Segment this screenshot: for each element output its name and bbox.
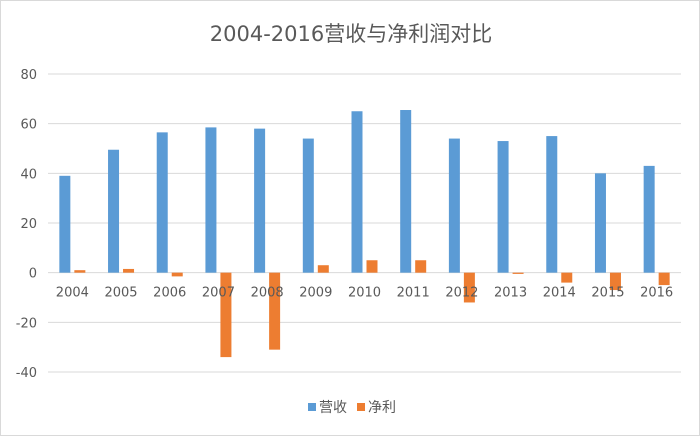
bars bbox=[59, 110, 670, 358]
y-tick-label: -20 bbox=[16, 316, 37, 331]
bar-revenue-2011 bbox=[400, 110, 412, 273]
bar-profit-2005 bbox=[123, 268, 135, 273]
chart-title: 2004-2016营收与净利润对比 bbox=[210, 22, 492, 46]
legend-swatch-revenue bbox=[308, 403, 316, 411]
bar-profit-2014 bbox=[561, 272, 573, 283]
bar-profit-2011 bbox=[415, 260, 427, 273]
bar-revenue-2010 bbox=[351, 111, 363, 273]
bar-revenue-2015 bbox=[594, 173, 606, 273]
bar-revenue-2005 bbox=[108, 149, 120, 273]
y-tick-label: 0 bbox=[29, 267, 37, 282]
x-tick-label: 2010 bbox=[348, 286, 381, 301]
x-tick-label: 2011 bbox=[397, 286, 430, 301]
bar-revenue-2012 bbox=[448, 138, 460, 273]
bar-revenue-2006 bbox=[156, 132, 168, 273]
bar-revenue-2009 bbox=[302, 138, 314, 273]
x-tick-label: 2014 bbox=[543, 286, 576, 301]
gridlines bbox=[48, 73, 681, 373]
x-tick-label: 2012 bbox=[445, 286, 478, 301]
bar-profit-2013 bbox=[512, 272, 524, 274]
x-tick-label: 2007 bbox=[202, 286, 235, 301]
bar-profit-2006 bbox=[171, 272, 183, 277]
x-tick-label: 2009 bbox=[299, 286, 332, 301]
y-tick-label: 60 bbox=[20, 118, 37, 133]
bar-revenue-2014 bbox=[546, 136, 558, 273]
x-tick-label: 2013 bbox=[494, 286, 527, 301]
y-tick-label: 80 bbox=[20, 68, 37, 83]
y-axis-tick-labels: 80 60 40 20 0 -20 -40 bbox=[16, 68, 37, 381]
x-axis-tick-labels: 2004 2005 2006 2007 2008 2009 2010 2011 2012 2013… bbox=[56, 286, 673, 301]
bar-profit-2015 bbox=[609, 272, 621, 291]
bar-profit-2009 bbox=[317, 265, 329, 273]
bar-revenue-2007 bbox=[205, 127, 217, 273]
bar-revenue-2013 bbox=[497, 141, 509, 273]
bar-profit-2007 bbox=[220, 272, 232, 358]
x-tick-label: 2016 bbox=[640, 286, 673, 301]
bar-profit-2004 bbox=[74, 270, 86, 273]
x-tick-label: 2005 bbox=[104, 286, 137, 301]
legend-swatch-profit bbox=[357, 403, 365, 411]
bar-profit-2016 bbox=[658, 272, 670, 286]
legend-label-profit: 净利 bbox=[368, 400, 396, 416]
y-tick-label: -40 bbox=[16, 366, 37, 381]
bar-profit-2012 bbox=[463, 272, 475, 303]
x-tick-label: 2006 bbox=[153, 286, 186, 301]
bar-revenue-2016 bbox=[643, 165, 655, 273]
y-tick-label: 20 bbox=[20, 217, 37, 232]
legend: 营收 净利 bbox=[308, 400, 396, 416]
x-tick-label: 2004 bbox=[56, 286, 89, 301]
bar-revenue-2008 bbox=[254, 128, 266, 273]
legend-label-revenue: 营收 bbox=[319, 400, 347, 416]
bar-revenue-2004 bbox=[59, 175, 71, 273]
y-tick-label: 40 bbox=[20, 167, 37, 182]
bar-profit-2010 bbox=[366, 260, 378, 273]
x-tick-label: 2008 bbox=[251, 286, 284, 301]
bar-profit-2008 bbox=[269, 272, 281, 350]
x-tick-label: 2015 bbox=[591, 286, 624, 301]
